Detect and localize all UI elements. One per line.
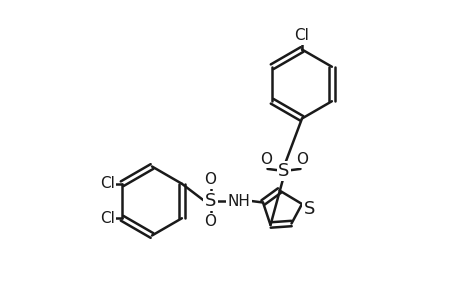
Text: S: S: [278, 162, 289, 180]
Text: O: O: [295, 152, 308, 166]
Text: O: O: [204, 214, 216, 230]
Text: S: S: [303, 200, 314, 218]
Text: NH: NH: [227, 194, 250, 208]
Text: O: O: [259, 152, 271, 166]
Text: Cl: Cl: [100, 211, 115, 226]
Text: Cl: Cl: [100, 176, 115, 191]
Text: Cl: Cl: [294, 28, 309, 44]
Text: S: S: [204, 192, 216, 210]
Text: O: O: [204, 172, 216, 188]
